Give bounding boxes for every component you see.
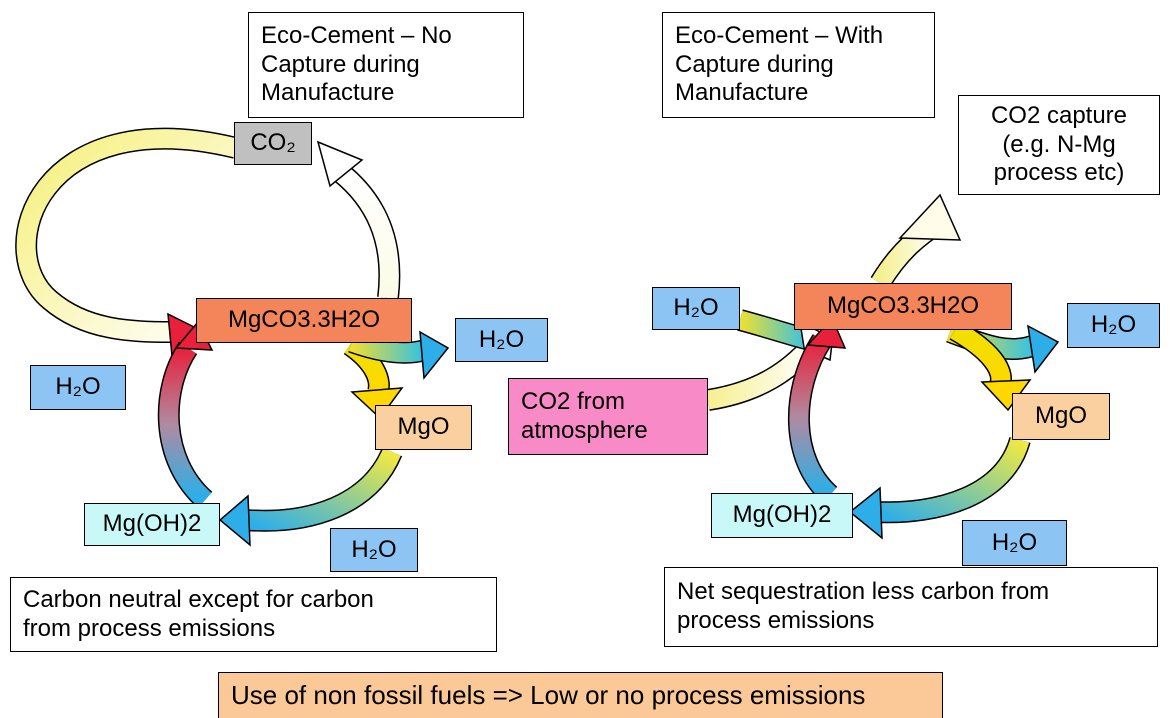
label: H₂O	[1090, 311, 1137, 339]
label: MgO	[1034, 402, 1087, 430]
arrow-head	[350, 387, 404, 420]
compound-box: Mg(OH)2	[711, 493, 853, 538]
arrow-body	[950, 321, 1011, 388]
arrow-head	[898, 193, 962, 241]
label: H₂O	[55, 373, 101, 401]
label: Use of non fossil fuels => Low or no pro…	[231, 679, 866, 710]
compound-box: MgO	[375, 405, 472, 450]
label: Eco-Cement – No	[261, 21, 452, 49]
label: H₂O	[478, 325, 525, 353]
summary-box: Use of non fossil fuels => Low or no pro…	[218, 672, 943, 718]
arrow-body	[874, 437, 1030, 522]
label: Manufacture	[261, 79, 395, 107]
compound-box: MgCO3.3H2O	[794, 283, 1012, 330]
label: Eco-Cement – With	[675, 21, 884, 49]
title-box: Eco-Cement – With Capture during Manufactu…	[662, 12, 935, 118]
water-box: H₂O	[652, 287, 740, 330]
arrow-head	[218, 494, 251, 547]
title-box: Eco-Cement – No Capture during Manufacture	[248, 12, 524, 118]
arrow-body	[159, 342, 212, 508]
arrow-body	[16, 129, 239, 342]
arrow-body	[348, 333, 428, 363]
label: CO2 capture	[990, 101, 1128, 129]
label: Mg(OH)2	[732, 501, 832, 529]
arrow-head	[1027, 324, 1060, 374]
caption-box: Carbon neutral except for carbon from pro…	[10, 577, 497, 652]
water-box: H₂O	[455, 318, 548, 362]
label: Mg(OH)2	[102, 510, 202, 538]
co2-box: CO₂	[234, 122, 312, 165]
arrow-body	[789, 334, 837, 503]
label: H₂O	[351, 535, 397, 563]
water-box: H₂O	[1067, 303, 1160, 348]
compound-box: Mg(OH)2	[84, 503, 220, 546]
arrow-body	[333, 164, 399, 300]
water-box: H₂O	[330, 528, 418, 572]
label: Capture during	[675, 50, 834, 78]
label: Manufacture	[675, 79, 809, 107]
arrow-head	[419, 330, 450, 380]
label: H₂O	[991, 528, 1038, 556]
label: Capture during	[261, 50, 420, 78]
compound-box: MgCO3.3H2O	[196, 298, 412, 343]
label: Net sequestration less carbon from	[677, 578, 1050, 606]
label: CO₂	[250, 129, 296, 157]
label: MgCO3.3H2O	[826, 292, 980, 320]
water-box: H₂O	[30, 365, 126, 410]
compound-box: MgO	[1012, 393, 1110, 440]
arrow-head	[316, 140, 364, 188]
label: atmosphere	[521, 416, 648, 444]
capture-box: CO2 capture (e.g. N-Mg process etc)	[958, 95, 1160, 195]
arrow-head	[848, 486, 883, 540]
label: MgCO3.3H2O	[227, 306, 381, 334]
water-box: H₂O	[962, 520, 1067, 566]
atmosphere-box: CO2 from atmosphere	[508, 378, 708, 455]
label: CO2 from	[521, 387, 626, 415]
label: process emissions	[677, 607, 875, 634]
arrow-body	[244, 447, 401, 531]
label: Carbon neutral except for carbon	[23, 585, 374, 613]
label: MgO	[397, 413, 450, 441]
caption-box: Net sequestration less carbon from proces…	[664, 567, 1158, 647]
label: from process emissions	[23, 614, 276, 642]
label: (e.g. N-Mg	[1002, 130, 1116, 158]
arrow-head	[806, 316, 847, 349]
label: process etc)	[993, 159, 1125, 187]
label: H₂O	[673, 294, 719, 322]
